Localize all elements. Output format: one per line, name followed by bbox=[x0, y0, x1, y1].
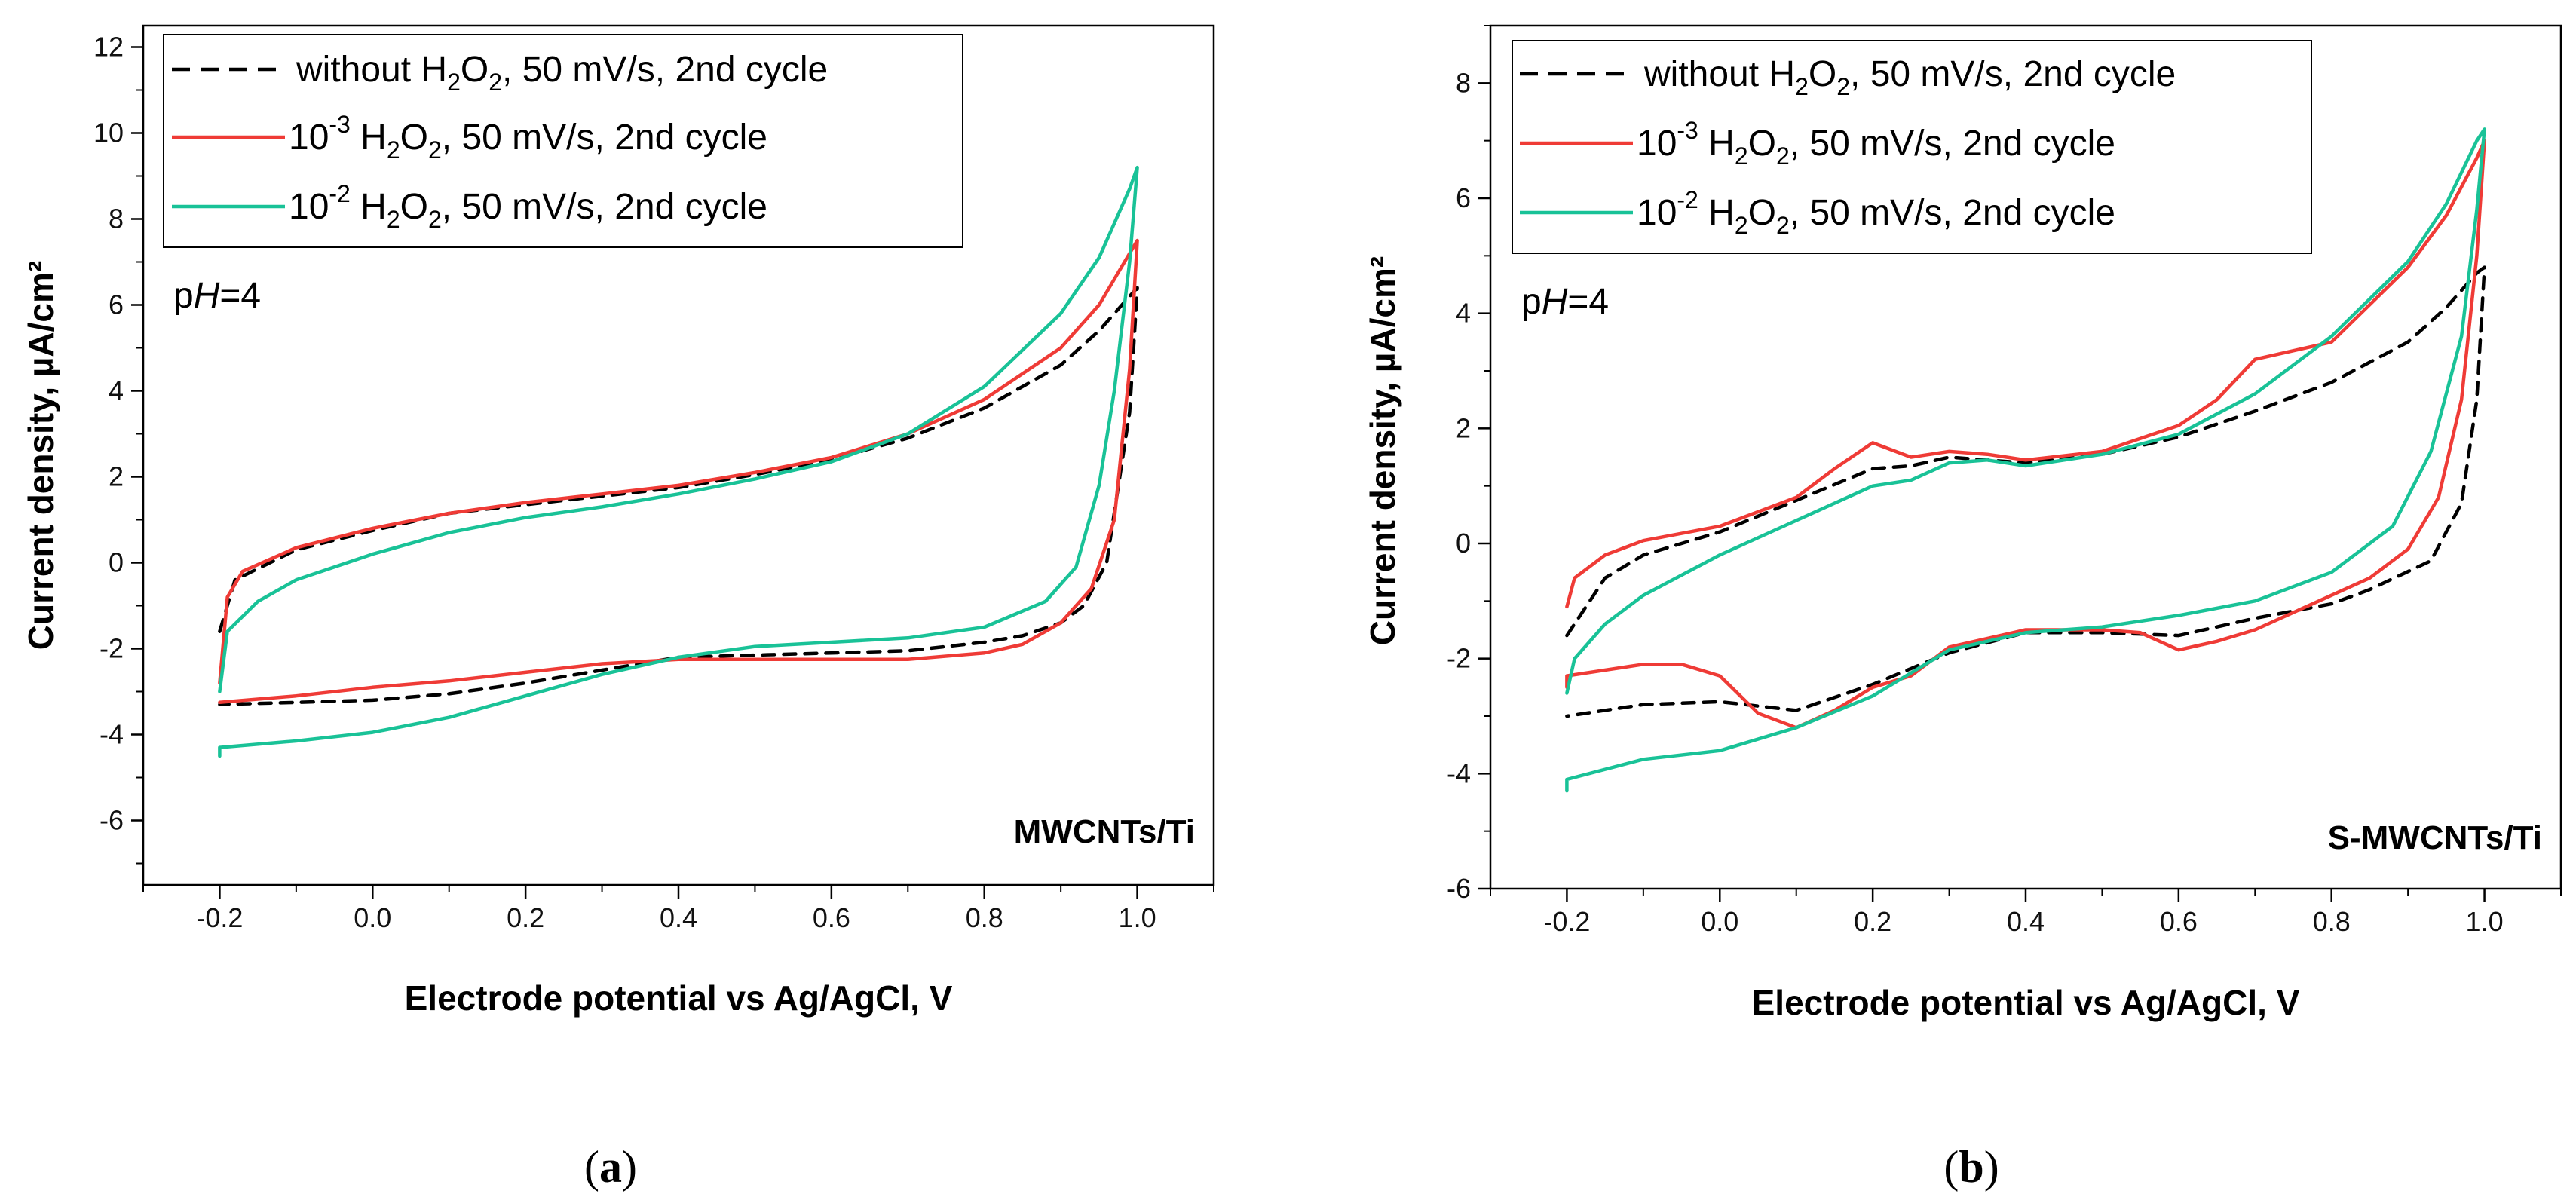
y-tick-label: 2 bbox=[109, 461, 124, 492]
axis-ticks: -0.2 0.0 0.2 0.4 0.6 0.8 1.0 -6 -4 -2 0 2 4 6 8 10 12 bbox=[93, 32, 1214, 933]
x-tick-label: 0.2 bbox=[507, 902, 544, 933]
series-line-0 bbox=[1565, 265, 2486, 718]
series-line-1 bbox=[1565, 139, 2486, 730]
sample-label: MWCNTs/Ti bbox=[1014, 813, 1195, 850]
series-group bbox=[218, 165, 1139, 758]
x-tick-label: 1.0 bbox=[1119, 902, 1156, 933]
x-axis-label: Electrode potential vs Ag/AgCl, V bbox=[1752, 983, 2300, 1022]
y-tick-label: 8 bbox=[109, 204, 124, 234]
series-line-0 bbox=[218, 286, 1139, 706]
panel-label-b: (b) bbox=[1943, 1142, 1999, 1192]
ph-annotation: pH=4 bbox=[1521, 282, 1609, 322]
legend: without H2O2, 50 mV/s, 2nd cycle 10-3 H2… bbox=[163, 34, 963, 248]
axis-ticks: -0.2 0.0 0.2 0.4 0.6 0.8 1.0 -6 -4 -2 0 2 4 6 8 bbox=[1447, 25, 2562, 937]
y-axis-label: Current density, µA/cm² bbox=[21, 261, 60, 650]
x-tick-label: -0.2 bbox=[196, 902, 243, 933]
legend: without H2O2, 50 mV/s, 2nd cycle 10-3 H2… bbox=[1512, 40, 2312, 254]
x-tick-label: 0.8 bbox=[2313, 906, 2351, 937]
legend-label-1: 10-3 H2O2, 50 mV/s, 2nd cycle bbox=[1637, 117, 2115, 170]
series-line-2 bbox=[1565, 127, 2486, 793]
x-tick-label: 0.8 bbox=[966, 902, 1003, 933]
y-tick-label: 6 bbox=[1456, 182, 1471, 213]
y-tick-label: 6 bbox=[109, 289, 124, 320]
legend-label-0: without H2O2, 50 mV/s, 2nd cycle bbox=[1643, 54, 2176, 100]
y-tick-label: 8 bbox=[1456, 67, 1471, 98]
chart-panel-b: -0.2 0.0 0.2 0.4 0.6 0.8 1.0 -6 -4 -2 0 2 4 6 8 withou… bbox=[1363, 24, 2562, 1192]
legend-label-1: 10-3 H2O2, 50 mV/s, 2nd cycle bbox=[289, 111, 767, 164]
ph-annotation: pH=4 bbox=[173, 276, 261, 316]
sample-label: S-MWCNTs/Ti bbox=[2328, 819, 2542, 856]
y-tick-label: -2 bbox=[100, 633, 124, 664]
legend-label-2: 10-2 H2O2, 50 mV/s, 2nd cycle bbox=[289, 180, 767, 233]
x-tick-label: -0.2 bbox=[1543, 906, 1590, 937]
y-tick-label: -6 bbox=[1447, 873, 1471, 904]
x-tick-label: 0.4 bbox=[660, 902, 697, 933]
x-tick-label: 0.4 bbox=[2007, 906, 2045, 937]
y-tick-label: 0 bbox=[1456, 528, 1471, 559]
series-line-1 bbox=[218, 238, 1139, 705]
y-tick-label: -4 bbox=[100, 719, 124, 750]
y-tick-label: 2 bbox=[1456, 412, 1471, 443]
y-tick-label: 10 bbox=[93, 118, 124, 148]
chart-panel-a: -0.2 0.0 0.2 0.4 0.6 0.8 1.0 -6 -4 -2 0 2 4 6 8 10 12 wi… bbox=[21, 24, 1215, 1192]
y-tick-label: 4 bbox=[1456, 298, 1471, 329]
panel-label-a: (a) bbox=[584, 1142, 637, 1192]
y-tick-label: -4 bbox=[1447, 758, 1471, 788]
y-tick-label: 12 bbox=[93, 32, 124, 63]
x-tick-label: 0.6 bbox=[2160, 906, 2198, 937]
legend-box bbox=[1512, 40, 2312, 254]
x-tick-label: 0.0 bbox=[1701, 906, 1738, 937]
y-tick-label: 4 bbox=[109, 375, 124, 406]
legend-box bbox=[163, 34, 963, 248]
y-axis-label: Current density, µA/cm² bbox=[1363, 256, 1402, 645]
legend-label-0: without H2O2, 50 mV/s, 2nd cycle bbox=[296, 50, 828, 96]
legend-label-2: 10-2 H2O2, 50 mV/s, 2nd cycle bbox=[1637, 186, 2115, 239]
x-tick-label: 0.2 bbox=[1854, 906, 1891, 937]
y-tick-label: 0 bbox=[109, 547, 124, 578]
y-tick-label: -6 bbox=[100, 805, 124, 836]
series-line-2 bbox=[218, 165, 1139, 758]
x-axis-label: Electrode potential vs Ag/AgCl, V bbox=[405, 978, 953, 1018]
x-tick-label: 0.6 bbox=[813, 902, 850, 933]
series-group bbox=[1565, 127, 2486, 793]
y-tick-label: -2 bbox=[1447, 643, 1471, 674]
x-tick-label: 0.0 bbox=[354, 902, 391, 933]
x-tick-label: 1.0 bbox=[2466, 906, 2504, 937]
